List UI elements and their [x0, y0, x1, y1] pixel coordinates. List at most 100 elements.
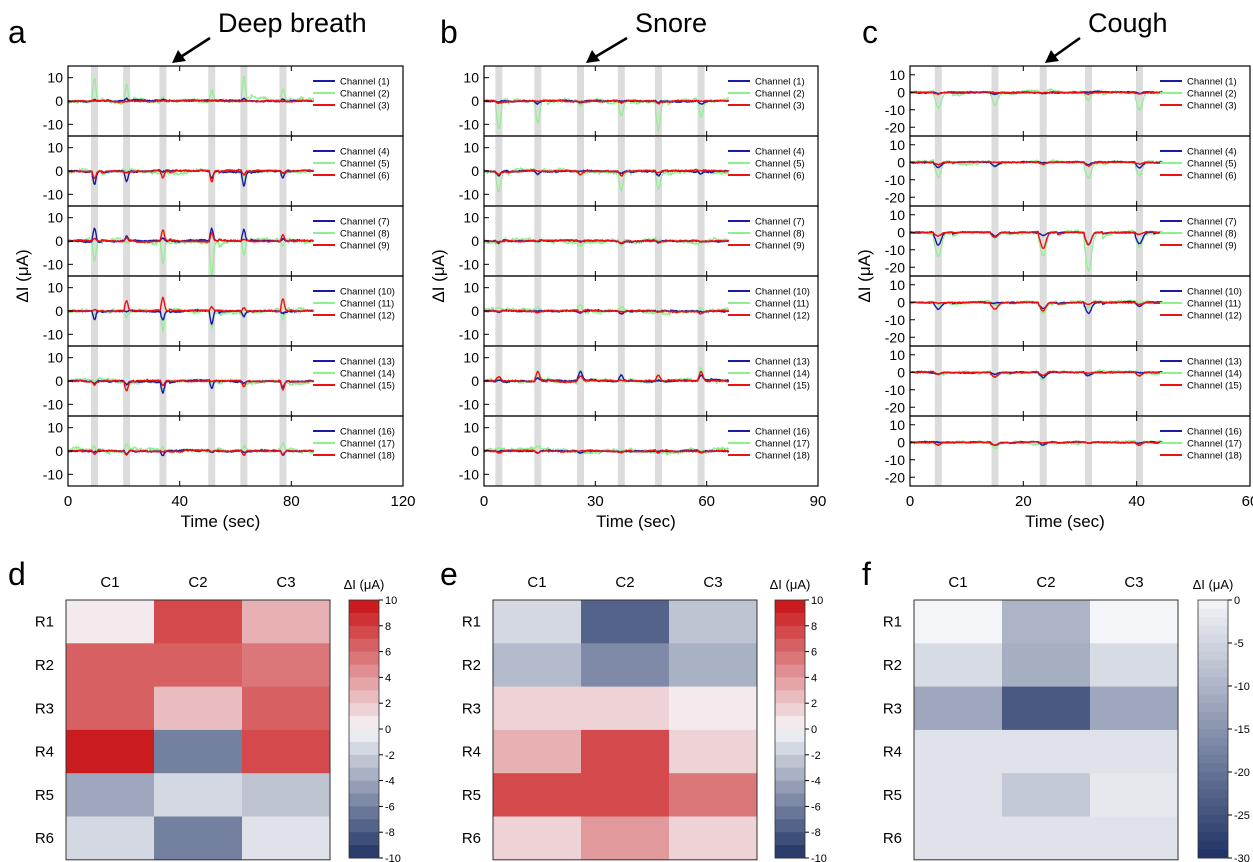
colorbar-segment: [349, 600, 379, 614]
series-line-channel-15: [909, 370, 1163, 378]
heatmap-cell: [1090, 816, 1179, 861]
event-band: [279, 136, 287, 206]
heatmap-cell: [66, 686, 155, 731]
heatmap-cell: [581, 600, 670, 644]
event-band: [159, 276, 167, 346]
column-label: C3: [1124, 574, 1143, 591]
heatmap-cell: [581, 686, 670, 731]
heatmap-cell: [154, 600, 243, 644]
event-band: [934, 136, 942, 206]
y-tick-label: -10: [885, 242, 905, 258]
x-tick-label: 20: [1015, 493, 1032, 510]
heatmap-frame: [65, 599, 331, 861]
colorbar-segment: [775, 729, 805, 743]
colorbar-segment: [349, 754, 379, 769]
colorbar-segment: [775, 754, 805, 769]
legend-label: Channel (10): [1187, 287, 1242, 298]
colorbar-segment: [775, 664, 805, 678]
y-tick-label: -10: [459, 116, 479, 132]
heatmap-cell: [493, 643, 582, 687]
y-tick-label: -10: [43, 396, 63, 412]
event-band: [1085, 276, 1092, 346]
strip-3: -10 0 10 Channel (7)Channel (8)Channel (9): [43, 205, 404, 277]
y-tick-label: -10: [885, 172, 905, 188]
colorbar-segment: [1198, 849, 1228, 859]
legend-label: Channel (17): [755, 439, 810, 450]
event-band: [279, 416, 287, 486]
series-line-channel-12: [909, 300, 1163, 312]
event-band: [1085, 416, 1092, 486]
event-band: [495, 206, 503, 276]
column-label: C2: [615, 574, 634, 591]
row-label: R2: [35, 657, 54, 674]
event-band: [617, 346, 625, 416]
strip-4: -10 0 10 Channel (10)Channel (11)Channel (1…: [459, 275, 819, 347]
heatmap-cell: [914, 773, 1003, 817]
legend-label: Channel (16): [755, 427, 810, 438]
event-band: [934, 416, 942, 486]
event-band: [1085, 136, 1092, 206]
heatmap-cell: [669, 816, 758, 861]
y-tick-label: 0: [897, 154, 905, 170]
row-label: R3: [883, 700, 902, 717]
heatmap-cell: [1090, 773, 1179, 817]
colorbar-tick-label: -4: [811, 776, 821, 788]
colorbar-tick-label: 2: [811, 698, 817, 710]
series-line-channel-18: [909, 440, 1163, 447]
x-axis-label: Time (sec): [181, 512, 261, 531]
y-tick-label: 10: [889, 417, 905, 433]
legend-label: Channel (7): [1187, 217, 1237, 228]
legend-label: Channel (13): [340, 357, 395, 368]
row-label: R5: [883, 787, 902, 804]
y-tick-label: 10: [47, 280, 63, 296]
y-tick-label: 0: [55, 303, 63, 319]
colorbar-segment: [349, 716, 379, 730]
chart-title: Deep breath: [218, 8, 367, 38]
legend-label: Channel (15): [340, 381, 395, 392]
colorbar-segment: [1198, 677, 1228, 687]
colorbar-tick-label: 10: [385, 595, 397, 607]
event-band: [1039, 346, 1047, 416]
panel-label-f: f: [862, 556, 871, 592]
y-tick-label: -10: [459, 256, 479, 272]
legend-label: Channel (15): [755, 381, 810, 392]
colorbar-tick-label: 2: [385, 698, 391, 710]
colorbar-tick-label: 4: [811, 672, 817, 684]
colorbar-segment: [349, 806, 379, 820]
y-tick-label: -10: [885, 312, 905, 328]
legend-label: Channel (5): [340, 159, 390, 170]
event-band: [240, 346, 248, 416]
colorbar-segment: [1198, 711, 1228, 721]
colorbar-tick-label: 6: [811, 647, 817, 659]
colorbar-segment: [1198, 617, 1228, 627]
legend-label: Channel (17): [1187, 439, 1242, 450]
colorbar-tick-label: -10: [385, 853, 401, 862]
series-line-channel-18: [483, 449, 730, 455]
event-band: [991, 416, 999, 486]
event-band: [1136, 206, 1143, 276]
row-label: R3: [35, 700, 54, 717]
y-tick-label: 10: [889, 137, 905, 153]
legend-label: Channel (3): [340, 101, 390, 112]
heatmap-cell: [66, 816, 155, 861]
y-tick-label: 10: [47, 210, 63, 226]
heatmap-cell: [1002, 773, 1091, 817]
colorbar-segment: [775, 716, 805, 730]
legend-label: Channel (14): [340, 369, 395, 380]
colorbar-tick-label: -10: [1234, 681, 1250, 693]
event-band: [279, 206, 287, 276]
legend-label: Channel (11): [1187, 299, 1241, 310]
colorbar-segment: [349, 793, 379, 807]
legend-label: Channel (1): [1187, 77, 1237, 88]
event-band: [1085, 206, 1092, 276]
event-arrow-head: [1045, 50, 1059, 63]
legend-label: Channel (6): [755, 171, 805, 182]
event-band: [279, 276, 287, 346]
colorbar-tick-label: 8: [811, 621, 817, 633]
legend-label: Channel (12): [1187, 311, 1242, 322]
y-tick-label: 0: [471, 233, 479, 249]
y-tick-label: -10: [43, 116, 63, 132]
colorbar-segment: [775, 819, 805, 833]
event-band: [697, 346, 705, 416]
colorbar-segment: [1198, 634, 1228, 644]
